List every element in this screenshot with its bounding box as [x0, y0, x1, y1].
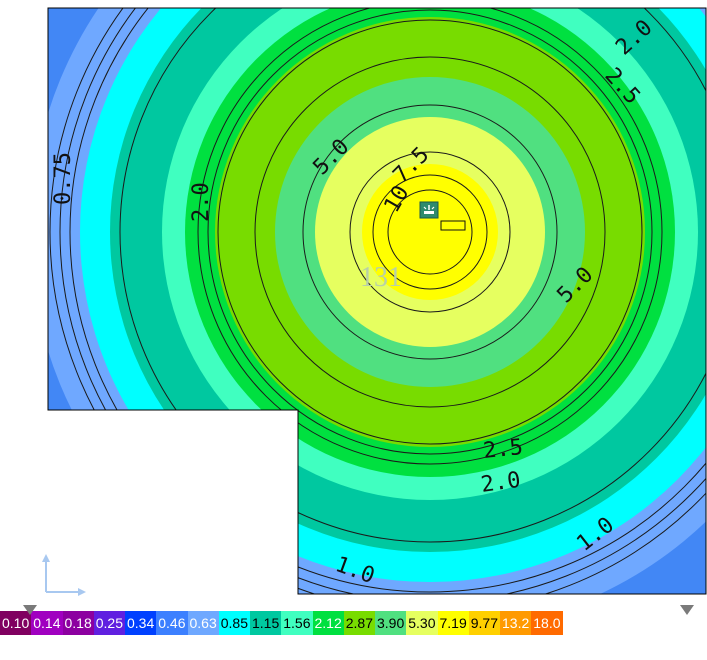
isoline-plot: 0.75 1.0 1.0 2.0 2.0 2.0 2.5 2.5 5.0 5.0…: [42, 7, 707, 596]
luminaire-icon[interactable]: [419, 201, 439, 219]
contour-line: [69, 8, 706, 593]
legend-swatch: 0.18: [62, 611, 94, 635]
contour-line: [349, 151, 511, 313]
legend-swatch: 0.10: [0, 611, 32, 635]
contour-line: [217, 19, 643, 445]
legend-swatch: 0.14: [31, 611, 63, 635]
legend-swatch: 7.19: [437, 611, 469, 635]
legend-swatch: 0.63: [187, 611, 219, 635]
contour-label: 0.75: [51, 152, 76, 205]
contour-label: 2.0: [189, 182, 214, 222]
legend-swatch: 3.90: [375, 611, 407, 635]
contour-line: [197, 8, 663, 465]
legend-swatch: 0.46: [156, 611, 188, 635]
legend-swatch: 0.34: [125, 611, 157, 635]
legend-swatch: 1.56: [281, 611, 313, 635]
contour-line: [119, 8, 706, 543]
room-outline: [47, 7, 707, 595]
legend-swatch: 5.30: [406, 611, 438, 635]
contour-line: [49, 8, 706, 594]
legend-swatch: 0.25: [93, 611, 125, 635]
color-scale-legend: 0.10 0.14 0.18 0.25 0.34 0.46 0.63 0.85 1.15 1.56…: [0, 611, 707, 635]
contour-line: [372, 174, 488, 290]
contour-line: [254, 56, 606, 408]
legend-max-marker[interactable]: [680, 605, 694, 615]
legend-swatch: 9.77: [468, 611, 500, 635]
contour-line: [302, 104, 558, 360]
legend-swatch: 13.2: [500, 611, 532, 635]
color-bands: [48, 8, 706, 594]
axis-indicator-icon: [42, 554, 86, 596]
contour-line: [207, 9, 653, 455]
contour-line: [59, 8, 706, 594]
legend-swatch: 0.85: [218, 611, 250, 635]
contour-lines: [49, 8, 706, 594]
contour-label: 2.0: [479, 468, 522, 498]
luminaire-outline[interactable]: [440, 220, 466, 231]
band-yellow: [362, 164, 498, 300]
legend-swatch: 1.15: [250, 611, 282, 635]
contour-line: [387, 189, 473, 275]
legend-min-marker[interactable]: [23, 605, 37, 615]
center-value-label: 131: [360, 262, 402, 293]
legend-swatch: 2.12: [312, 611, 344, 635]
legend-swatch: 2.87: [343, 611, 375, 635]
legend-swatch: 18.0: [531, 611, 563, 635]
contour-label: 2.5: [482, 435, 524, 464]
